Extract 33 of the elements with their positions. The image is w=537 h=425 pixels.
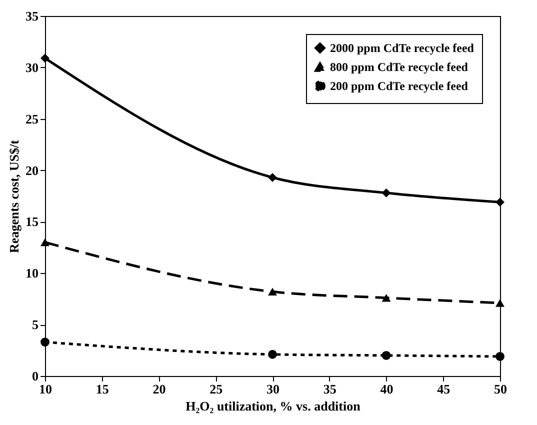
point	[40, 238, 50, 246]
y-tick-label: 10	[26, 266, 38, 281]
point	[382, 294, 391, 302]
x-tick-label: 50	[494, 382, 507, 396]
point	[496, 352, 504, 361]
point	[382, 350, 391, 360]
x-tick-label: 20	[152, 382, 166, 396]
y-tick-label: 5	[32, 317, 39, 332]
y-tick-label: 0	[32, 368, 38, 384]
point	[496, 299, 504, 307]
point	[496, 198, 504, 207]
y-tick-label: 20	[26, 162, 38, 178]
y-tick-label: 35	[26, 8, 39, 24]
point	[268, 288, 277, 296]
y-tick-label: 30	[26, 60, 38, 75]
legend-label: 2000 ppm CdTe recycle feed	[330, 41, 474, 55]
x-tick-label: 30	[266, 382, 280, 396]
point	[268, 173, 277, 182]
x-tick-label: 15	[96, 382, 110, 396]
legend-label: 200 ppm CdTe recycle feed	[330, 79, 468, 93]
x-tick-label: 45	[437, 382, 451, 396]
x-axis-title: H₂O₂ utilization, % vs. addition	[186, 398, 362, 414]
point	[40, 54, 50, 63]
y-tick-label: 15	[26, 214, 39, 230]
point	[382, 188, 391, 198]
legend-label: 800 ppm CdTe recycle feed	[330, 60, 468, 74]
x-tick-label: 40	[380, 382, 394, 396]
point	[268, 350, 277, 359]
x-tick-label: 35	[323, 382, 337, 396]
y-tick-label: 25	[26, 111, 39, 126]
y-axis-title: Reagents cost, US$/t	[6, 139, 22, 254]
x-tick-label: 25	[210, 382, 224, 396]
point	[40, 338, 50, 347]
